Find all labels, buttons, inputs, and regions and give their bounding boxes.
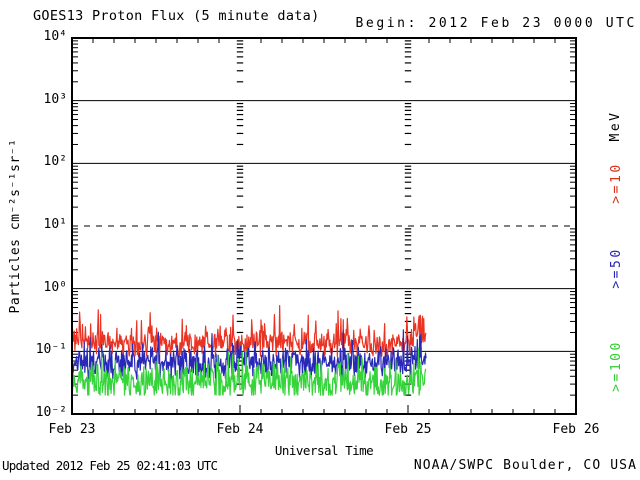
x-axis-label: Universal Time <box>274 443 374 458</box>
y-tick-label-1e-1: 10⁻¹ <box>35 342 67 357</box>
x-tick-label-feb25: Feb 25 <box>384 422 432 437</box>
x-tick-label-feb23: Feb 23 <box>48 422 96 437</box>
begin-timestamp: Begin: 2012 Feb 23 0000 UTC <box>355 16 637 31</box>
y-tick-label-1e2: 10² <box>43 154 67 169</box>
y-tick-label-1e-2: 10⁻² <box>35 405 67 420</box>
y-tick-label-1e0: 10⁰ <box>43 280 67 295</box>
y-axis-label: Particles cm⁻²s⁻¹sr⁻¹ <box>7 138 23 314</box>
x-tick-label-feb24: Feb 24 <box>216 422 264 437</box>
y-tick-label-1e3: 10³ <box>43 92 67 107</box>
x-tick-label-feb26: Feb 26 <box>552 422 600 437</box>
updated-timestamp: Updated 2012 Feb 25 02:41:03 UTC <box>2 458 218 473</box>
legend-unit-mev: MeV <box>607 110 623 142</box>
y-tick-label-1e1: 10¹ <box>43 217 67 232</box>
source-attribution: NOAA/SWPC Boulder, CO USA <box>413 458 637 473</box>
legend-ge50-label: >=50 <box>608 247 624 289</box>
legend-ge100-label: >=100 <box>608 340 624 392</box>
y-tick-label-1e4: 10⁴ <box>43 29 67 44</box>
legend-ge10-label: >=10 <box>608 162 624 204</box>
chart-title: GOES13 Proton Flux (5 minute data) <box>33 8 320 24</box>
